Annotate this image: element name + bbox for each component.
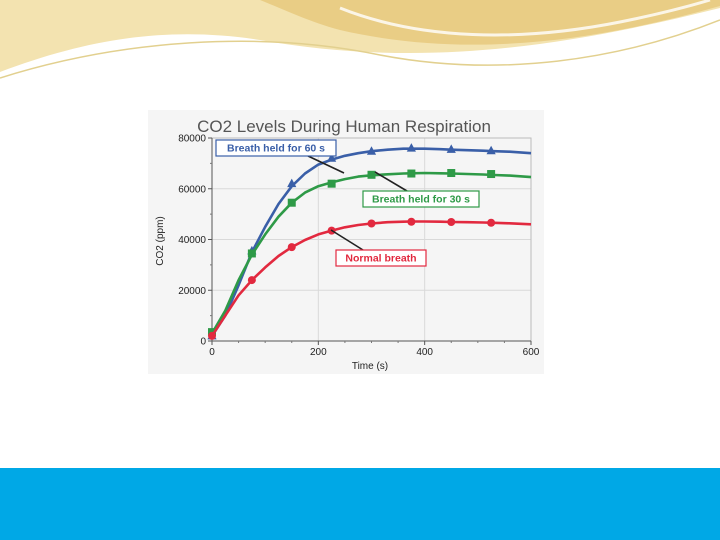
data-point-triangle <box>287 178 297 188</box>
data-point-triangle <box>366 146 377 155</box>
data-point-square <box>447 169 456 178</box>
label-box <box>335 249 427 267</box>
series-line <box>210 147 532 337</box>
data-point-circle <box>247 276 256 285</box>
y-axis-label: CO2 (ppm) <box>155 216 166 265</box>
leader-line <box>307 155 345 174</box>
series-normal-breath <box>208 217 532 340</box>
footer-bar <box>0 468 720 540</box>
series-line <box>210 220 532 337</box>
data-point-square <box>247 249 256 258</box>
header-wave-line <box>0 19 720 79</box>
data-point-square <box>487 170 496 179</box>
data-point-triangle <box>327 153 337 162</box>
series-label-text: Breath held for 30 s <box>372 194 470 206</box>
data-point-circle <box>487 218 496 227</box>
data-point-square <box>327 179 336 188</box>
leader-line <box>330 229 364 251</box>
leader-line <box>374 171 408 192</box>
data-point-square <box>407 169 416 178</box>
chart-image: CO2 Levels During Human Respiration 0 200… <box>148 110 544 374</box>
x-tick-label: 600 <box>523 347 540 358</box>
y-tick-label: 20000 <box>178 286 206 297</box>
y-tick-label: 0 <box>200 337 206 348</box>
data-point-triangle <box>446 144 456 153</box>
data-point-triangle <box>406 143 416 152</box>
data-point-circle <box>367 219 376 228</box>
chart-title: CO2 Levels During Human Respiration <box>197 117 491 136</box>
x-tick-label: 0 <box>209 347 215 358</box>
co2-line-chart: CO2 Levels During Human Respiration 0 200… <box>155 117 540 372</box>
series-label-text: Breath held for 60 s <box>227 143 325 155</box>
y-tick-label: 60000 <box>178 184 206 195</box>
label-box <box>215 139 337 157</box>
data-point-square <box>367 170 376 179</box>
axes: 0 200 400 600 0 20000 40000 60000 80000 <box>178 134 540 359</box>
x-axis-label: Time (s) <box>352 361 388 372</box>
header-wave-highlight <box>339 0 711 37</box>
series-labels: Breath held for 60 s Breath held for 30 s… <box>215 139 480 267</box>
data-point-circle <box>407 217 416 226</box>
x-tick-label: 200 <box>310 347 327 358</box>
y-tick-label: 40000 <box>178 235 206 246</box>
label-breath-held-for-30-s: Breath held for 30 s <box>362 171 480 208</box>
label-breath-held-for-60-s: Breath held for 60 s <box>215 139 345 174</box>
data-point-square <box>287 198 296 207</box>
label-normal-breath: Normal breath <box>330 229 427 267</box>
series-breath-held-for-30-s <box>208 169 532 337</box>
label-box <box>362 190 480 208</box>
data-point-circle <box>208 331 216 340</box>
x-tick-label: 400 <box>416 347 433 358</box>
data-point-circle <box>447 217 456 226</box>
header-wave-decoration-dark <box>260 0 720 45</box>
data-point-circle <box>287 243 296 252</box>
data-point-triangle <box>486 145 496 155</box>
y-tick-label: 80000 <box>178 134 206 145</box>
series-label-text: Normal breath <box>345 253 416 265</box>
series-group <box>207 143 532 340</box>
series-line <box>210 171 532 335</box>
